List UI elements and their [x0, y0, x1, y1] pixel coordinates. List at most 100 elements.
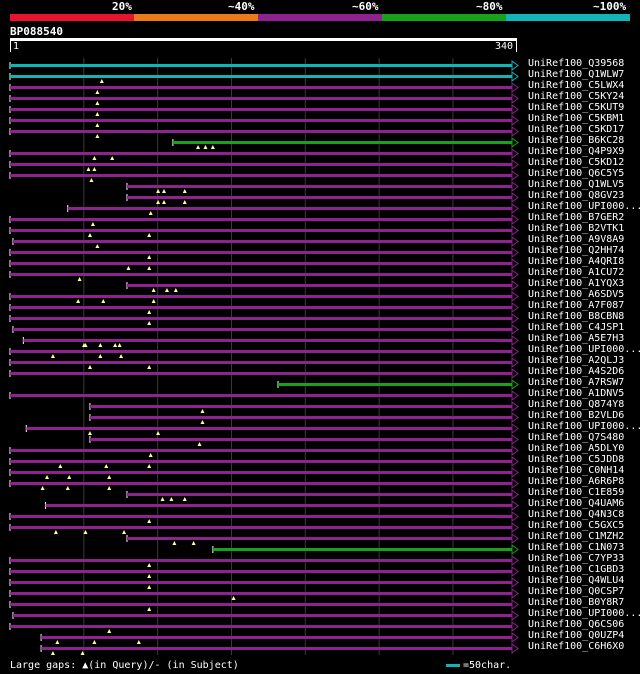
hit-bar[interactable]: [12, 614, 513, 617]
hit-bar[interactable]: [10, 482, 512, 485]
hit-label[interactable]: UniRef100_Q0CSP7: [528, 586, 625, 597]
hit-label[interactable]: UniRef100_C7YP33: [528, 553, 625, 564]
hit-bar[interactable]: [10, 229, 512, 232]
hit-bar[interactable]: [126, 185, 512, 188]
hit-label[interactable]: UniRef100_A7F087: [528, 300, 625, 311]
hit-label[interactable]: UniRef100_A4S2D6: [528, 366, 625, 377]
hit-label[interactable]: UniRef100_B0Y8R7: [528, 597, 625, 608]
hit-bar[interactable]: [89, 405, 512, 408]
hit-bar[interactable]: [10, 449, 512, 452]
hit-bar[interactable]: [10, 625, 512, 628]
hit-bar[interactable]: [10, 152, 512, 155]
hit-bar[interactable]: [10, 108, 512, 111]
hit-label[interactable]: UniRef100_Q7S480: [528, 432, 625, 443]
hit-label[interactable]: UniRef100_A6R6P8: [528, 476, 625, 487]
hit-label[interactable]: UniRef100_C1MZH2: [528, 531, 625, 542]
hit-bar[interactable]: [172, 141, 512, 144]
hit-bar[interactable]: [10, 86, 512, 89]
hit-label[interactable]: UniRef100_B2VTK1: [528, 223, 625, 234]
hit-label[interactable]: UniRef100_C5KY24: [528, 91, 625, 102]
hit-label[interactable]: UniRef100_C5LWX4: [528, 80, 625, 91]
hit-bar[interactable]: [10, 350, 512, 353]
hit-bar[interactable]: [10, 273, 512, 276]
hit-bar[interactable]: [12, 240, 513, 243]
hit-bar[interactable]: [10, 218, 512, 221]
hit-bar[interactable]: [67, 207, 513, 210]
hit-label[interactable]: UniRef100_C4JSP1: [528, 322, 625, 333]
hit-label[interactable]: UniRef100_C5GXC5: [528, 520, 625, 531]
hit-bar[interactable]: [89, 416, 512, 419]
hit-label[interactable]: UniRef100_Q8GV23: [528, 190, 625, 201]
hit-label[interactable]: UniRef100_C5KD17: [528, 124, 625, 135]
hit-bar[interactable]: [26, 427, 512, 430]
hit-label[interactable]: UniRef100_UPI000...: [528, 201, 640, 212]
hit-bar[interactable]: [12, 328, 513, 331]
hit-bar[interactable]: [10, 515, 512, 518]
hit-label[interactable]: UniRef100_Q39568: [528, 58, 625, 69]
hit-bar[interactable]: [10, 75, 512, 78]
hit-label[interactable]: UniRef100_Q1WLV5: [528, 179, 625, 190]
hit-label[interactable]: UniRef100_C1E859: [528, 487, 625, 498]
hit-label[interactable]: UniRef100_A2QLJ3: [528, 355, 625, 366]
hit-label[interactable]: UniRef100_C6H6X0: [528, 641, 625, 652]
hit-label[interactable]: UniRef100_Q874Y8: [528, 399, 625, 410]
hit-label[interactable]: UniRef100_A6SDV5: [528, 289, 625, 300]
hit-bar[interactable]: [10, 559, 512, 562]
hit-label[interactable]: UniRef100_A5DLY0: [528, 443, 625, 454]
hit-bar[interactable]: [10, 581, 512, 584]
hit-label[interactable]: UniRef100_C5KBM1: [528, 113, 625, 124]
hit-label[interactable]: UniRef100_B2VLD6: [528, 410, 625, 421]
hit-bar[interactable]: [10, 361, 512, 364]
hit-label[interactable]: UniRef100_UPI000...: [528, 421, 640, 432]
hit-bar[interactable]: [126, 284, 512, 287]
hit-label[interactable]: UniRef100_Q6C5Y5: [528, 168, 625, 179]
hit-label[interactable]: UniRef100_B7GER2: [528, 212, 625, 223]
hit-bar[interactable]: [10, 603, 512, 606]
hit-label[interactable]: UniRef100_Q1WLW7: [528, 69, 625, 80]
hit-label[interactable]: UniRef100_A5E7H3: [528, 333, 625, 344]
hit-bar[interactable]: [126, 537, 512, 540]
hit-bar[interactable]: [10, 306, 512, 309]
hit-label[interactable]: UniRef100_C0NH14: [528, 465, 625, 476]
hit-bar[interactable]: [10, 64, 512, 67]
hit-bar[interactable]: [10, 317, 512, 320]
hit-bar[interactable]: [10, 174, 512, 177]
hit-label[interactable]: UniRef100_A9V8A9: [528, 234, 625, 245]
hit-bar[interactable]: [126, 493, 512, 496]
hit-label[interactable]: UniRef100_A4QRI8: [528, 256, 625, 267]
hit-bar[interactable]: [89, 438, 512, 441]
hit-label[interactable]: UniRef100_UPI000...: [528, 608, 640, 619]
hit-bar[interactable]: [10, 592, 512, 595]
hit-label[interactable]: UniRef100_Q4P9X9: [528, 146, 625, 157]
hit-label[interactable]: UniRef100_UPI000...: [528, 344, 640, 355]
hit-bar[interactable]: [10, 97, 512, 100]
hit-label[interactable]: UniRef100_C1N073: [528, 542, 625, 553]
hit-bar[interactable]: [10, 570, 512, 573]
hit-label[interactable]: UniRef100_C5JDD8: [528, 454, 625, 465]
hit-label[interactable]: UniRef100_Q4UAM6: [528, 498, 625, 509]
hit-label[interactable]: UniRef100_Q2HH74: [528, 245, 625, 256]
hit-bar[interactable]: [126, 196, 512, 199]
hit-bar[interactable]: [10, 262, 512, 265]
hit-bar[interactable]: [10, 130, 512, 133]
hit-bar[interactable]: [41, 647, 512, 650]
hit-label[interactable]: UniRef100_C1GBD3: [528, 564, 625, 575]
hit-bar[interactable]: [23, 339, 513, 342]
hit-bar[interactable]: [212, 548, 512, 551]
hit-bar[interactable]: [10, 163, 512, 166]
hit-bar[interactable]: [10, 251, 512, 254]
hit-bar[interactable]: [45, 504, 512, 507]
hit-bar[interactable]: [10, 119, 512, 122]
hit-label[interactable]: UniRef100_B8CBN8: [528, 311, 625, 322]
hit-label[interactable]: UniRef100_C5KUT9: [528, 102, 625, 113]
hit-label[interactable]: UniRef100_A1DNV5: [528, 388, 625, 399]
hit-label[interactable]: UniRef100_A1CU72: [528, 267, 625, 278]
hit-bar[interactable]: [10, 295, 512, 298]
hit-label[interactable]: UniRef100_B6KC28: [528, 135, 625, 146]
hit-label[interactable]: UniRef100_Q4N3C8: [528, 509, 625, 520]
hit-bar[interactable]: [41, 636, 512, 639]
hit-bar[interactable]: [10, 372, 512, 375]
hit-label[interactable]: UniRef100_Q0UZP4: [528, 630, 625, 641]
hit-label[interactable]: UniRef100_Q6CS06: [528, 619, 625, 630]
hit-bar[interactable]: [10, 394, 512, 397]
